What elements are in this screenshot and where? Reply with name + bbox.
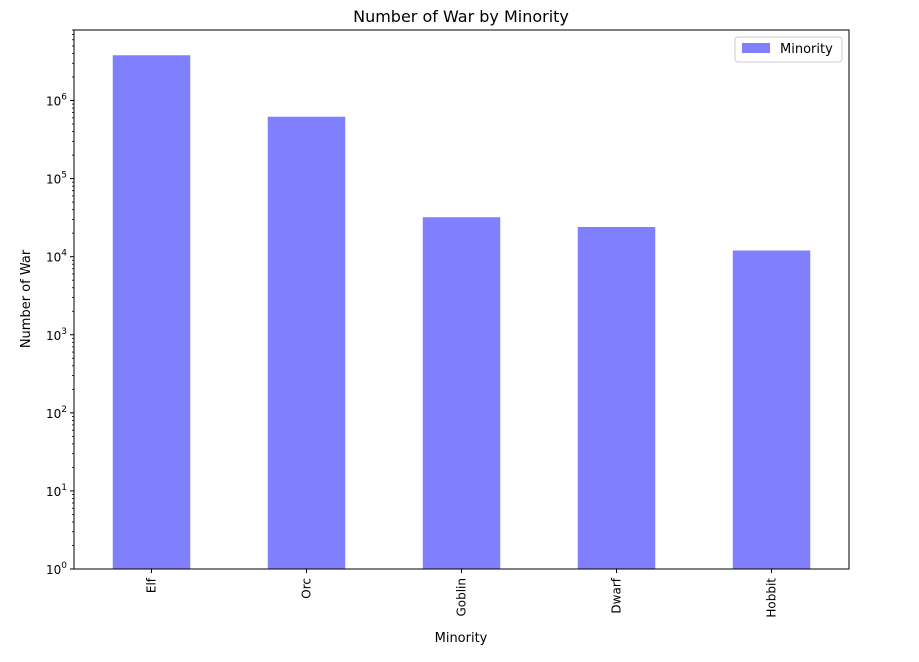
- bar-orc: [267, 116, 346, 570]
- y-axis-ticks: 100 101 102 103 104 105 106: [46, 29, 74, 577]
- bar-elf: [112, 55, 191, 569]
- y-tick-label: 103: [46, 327, 67, 343]
- legend-label: Minority: [780, 42, 833, 57]
- legend: Minority: [734, 36, 843, 63]
- x-axis-ticks: Elf Orc Goblin Dwarf Hobbit: [145, 569, 779, 618]
- y-tick-label: 104: [46, 249, 67, 265]
- y-tick-label: 102: [46, 405, 67, 421]
- x-tick-label: Dwarf: [610, 577, 624, 613]
- legend-swatch: [742, 43, 770, 53]
- y-axis-label: Number of War: [19, 249, 34, 348]
- x-tick-label: Elf: [145, 577, 159, 593]
- bar-hobbit: [732, 250, 811, 570]
- bars-layer: [112, 55, 811, 570]
- bar-goblin: [422, 217, 501, 569]
- y-tick-label: 105: [46, 171, 67, 187]
- x-axis-label: Minority: [435, 631, 488, 646]
- y-tick-label: 100: [46, 561, 67, 577]
- x-tick-label: Orc: [300, 578, 314, 599]
- x-tick-label: Goblin: [455, 578, 469, 617]
- y-tick-label: 101: [46, 483, 67, 499]
- chart-title: Number of War by Minority: [353, 7, 569, 26]
- bar-dwarf: [577, 226, 656, 569]
- y-tick-label: 106: [46, 93, 67, 109]
- x-tick-label: Hobbit: [765, 578, 779, 618]
- plot-frame: [73, 29, 850, 570]
